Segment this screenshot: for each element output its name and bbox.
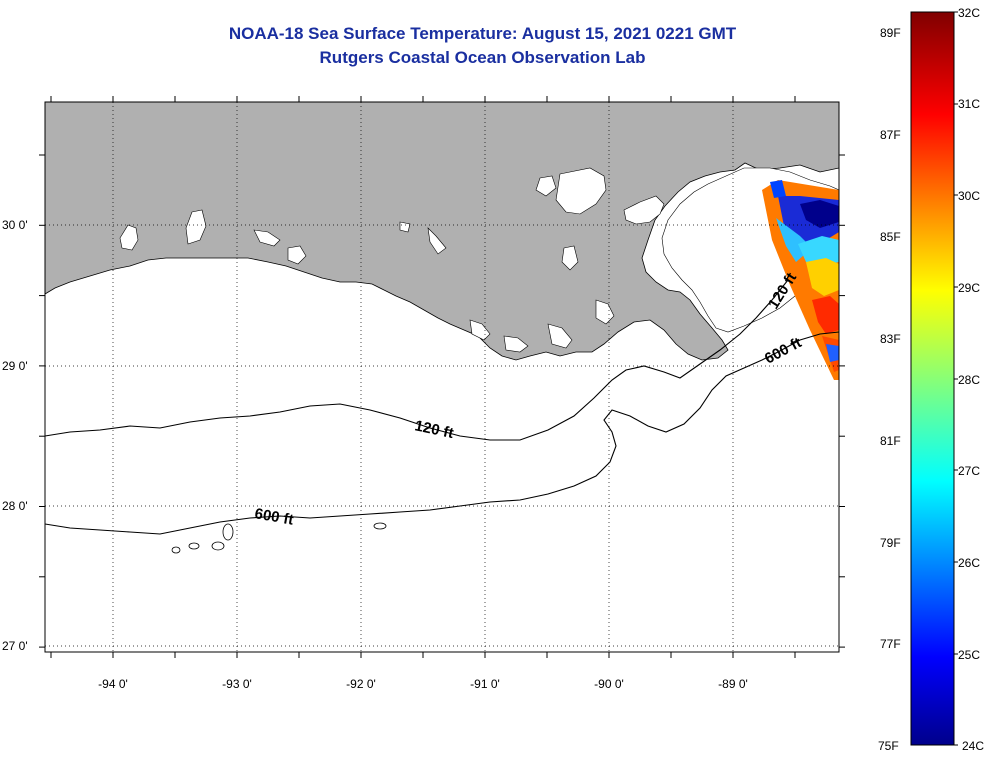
colorbar-c-25: 25C <box>958 648 980 662</box>
colorbar-c-31: 31C <box>958 97 980 111</box>
title-line-1: NOAA-18 Sea Surface Temperature: August … <box>228 24 737 43</box>
lon-label-90: -90 0' <box>594 677 624 691</box>
land-area <box>45 102 839 361</box>
colorbar-c-26: 26C <box>958 556 980 570</box>
lon-label-94: -94 0' <box>98 677 128 691</box>
colorbar-f-79: 79F <box>880 536 901 550</box>
lat-label-27: 27 0' <box>2 639 28 653</box>
map-frame <box>44 101 840 653</box>
colorbar-f-83: 83F <box>880 332 901 346</box>
lat-label-29: 29 0' <box>2 359 28 373</box>
colorbar-c-29: 29C <box>958 281 980 295</box>
contour-label-600ft: 600 ft <box>253 505 295 529</box>
colorbar-c-32: 32C <box>958 6 980 20</box>
colorbar-f-85: 85F <box>880 230 901 244</box>
lon-label-89: -89 0' <box>718 677 748 691</box>
colorbar-c-30: 30C <box>958 189 980 203</box>
colorbar-c-28: 28C <box>958 373 980 387</box>
lat-label-28: 28 0' <box>2 499 28 513</box>
colorbar-c-27: 27C <box>958 464 980 478</box>
graticule <box>45 102 839 652</box>
frame-ticks <box>39 96 845 658</box>
colorbar-f-77: 77F <box>880 637 901 651</box>
contour-120ft <box>45 279 789 441</box>
colorbar-f-89: 89F <box>880 26 901 40</box>
contour-600ft <box>45 331 839 535</box>
colorbar-f-87: 87F <box>880 128 901 142</box>
title-line-2: Rutgers Coastal Ocean Observation Lab <box>319 48 646 67</box>
colorbar-c-24: 24C <box>962 739 984 753</box>
lon-label-92: -92 0' <box>346 677 376 691</box>
lat-label-30: 30 0' <box>2 218 28 232</box>
contour-islands <box>171 522 387 554</box>
lon-label-93: -93 0' <box>222 677 252 691</box>
colorbar-ticks <box>954 11 958 746</box>
colorbar-f-81: 81F <box>880 434 901 448</box>
colorbar-f-75: 75F <box>878 739 899 753</box>
lon-label-91: -91 0' <box>470 677 500 691</box>
sst-swath <box>762 180 839 380</box>
colorbar <box>910 11 955 746</box>
